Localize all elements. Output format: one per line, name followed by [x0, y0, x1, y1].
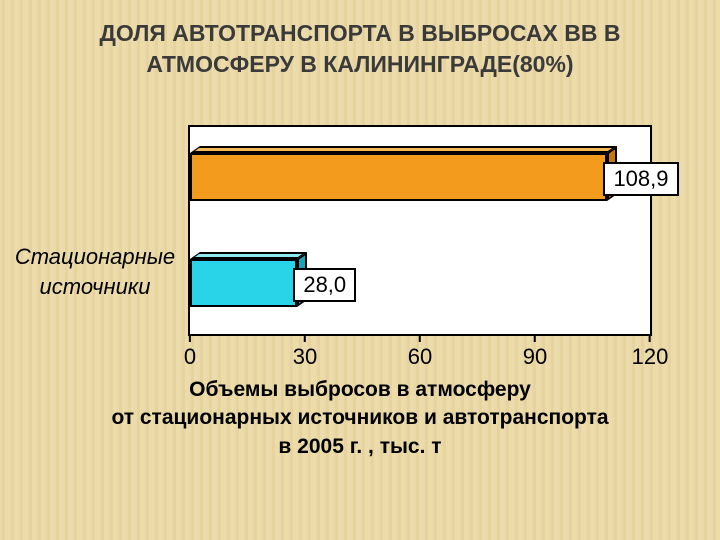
- bar-front-face: [190, 259, 297, 307]
- bar-front-face: [190, 153, 607, 201]
- y-axis-label: Стационарные источники: [6, 242, 184, 301]
- caption-line-1: Объемы выбросов в атмосферу: [189, 378, 531, 401]
- bar-auto: 108,9: [190, 153, 607, 201]
- x-tick: 90: [523, 334, 547, 370]
- x-tick: 120: [632, 334, 669, 370]
- title-line-2: АТМОСФЕРУ В КАЛИНИНГРАДЕ(80%): [146, 51, 573, 77]
- bar-top-face: [190, 252, 307, 259]
- x-tick-label: 0: [184, 344, 196, 369]
- x-tick: 0: [184, 334, 196, 370]
- x-tick: 30: [293, 334, 317, 370]
- page-title: ДОЛЯ АВТОТРАНСПОРТА В ВЫБРОСАХ ВВ В АТМО…: [0, 18, 720, 80]
- chart-plot-area: 0306090120108,928,0: [188, 125, 652, 336]
- x-tick-label: 120: [632, 344, 669, 369]
- bar-top-face: [190, 146, 617, 153]
- x-tick: 60: [408, 334, 432, 370]
- title-line-1: ДОЛЯ АВТОТРАНСПОРТА В ВЫБРОСАХ ВВ В: [100, 20, 621, 46]
- bar-value-label: 108,9: [603, 162, 678, 196]
- y-axis-label-line-1: Стационарные: [15, 244, 175, 269]
- x-tick-label: 60: [408, 344, 432, 369]
- caption-line-3: в 2005 г. , тыс. т: [278, 435, 441, 458]
- caption-line-2: от стационарных источников и автотранспо…: [111, 406, 608, 429]
- bar-value-label: 28,0: [293, 268, 356, 302]
- bar-stationary: 28,0: [190, 259, 297, 307]
- x-tick-label: 30: [293, 344, 317, 369]
- y-axis-label-line-2: источники: [40, 274, 151, 299]
- chart-caption: Объемы выбросов в атмосферу от стационар…: [0, 376, 720, 461]
- x-tick-label: 90: [523, 344, 547, 369]
